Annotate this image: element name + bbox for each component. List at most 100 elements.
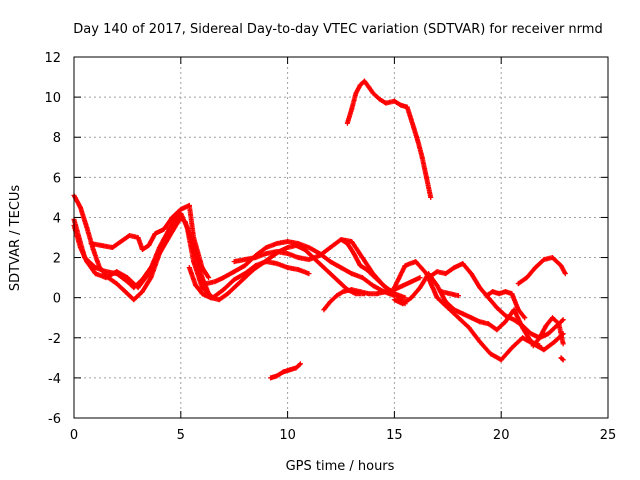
data-point (451, 307, 457, 313)
data-point (199, 275, 205, 281)
data-point (530, 343, 536, 349)
data-point (77, 204, 83, 210)
data-point (413, 259, 419, 265)
data-point (319, 263, 325, 269)
data-point (327, 245, 333, 251)
data-point (199, 291, 205, 297)
data-point (391, 297, 397, 303)
data-point (122, 289, 128, 295)
data-point (511, 307, 517, 313)
x-axis-label: GPS time / hours (286, 459, 395, 474)
data-point (259, 261, 265, 267)
data-point (552, 339, 558, 345)
data-point (496, 291, 502, 297)
y-tick-label: 0 (53, 292, 61, 307)
data-point (562, 271, 568, 277)
x-tick-label: 20 (493, 428, 510, 443)
data-point (477, 319, 483, 325)
data-point (370, 273, 376, 279)
data-point (545, 331, 551, 337)
x-tick-label: 15 (386, 428, 403, 443)
data-point (135, 235, 141, 240)
data-point (391, 291, 397, 297)
data-point (349, 106, 355, 112)
data-point (295, 241, 301, 247)
data-point (415, 138, 421, 144)
data-point (127, 232, 133, 238)
data-point (560, 341, 566, 347)
data-point (426, 275, 432, 281)
data-point (216, 297, 222, 303)
data-point (502, 319, 508, 325)
data-point (231, 259, 237, 265)
data-point (88, 241, 94, 247)
data-point (131, 285, 137, 291)
data-point (366, 291, 372, 297)
data-point (549, 315, 555, 321)
data-point (451, 265, 457, 271)
y-axis-label: SDTVAR / TECUs (8, 185, 23, 292)
data-point (560, 317, 566, 323)
data-point (402, 295, 408, 301)
data-point (178, 206, 184, 212)
data-point (338, 237, 344, 243)
chart-title: Day 140 of 2017, Sidereal Day-to-day VTE… (73, 22, 602, 37)
data-point (221, 275, 227, 281)
data-point (502, 313, 508, 319)
data-point (186, 202, 192, 208)
data-point (139, 289, 145, 295)
data-point (515, 307, 521, 313)
data-point (321, 307, 327, 313)
data-point (443, 271, 449, 277)
data-point (509, 345, 515, 351)
data-point (400, 283, 406, 289)
data-point (383, 285, 389, 291)
data-point (268, 255, 274, 261)
data-point (434, 295, 440, 301)
data-point (488, 351, 494, 357)
data-point (477, 285, 483, 291)
series-sat-n (438, 289, 461, 299)
series-sat-r (268, 361, 303, 381)
data-point (212, 279, 218, 285)
data-point (231, 269, 237, 275)
data-point (400, 301, 406, 307)
data-point (336, 279, 342, 285)
data-point (447, 291, 453, 297)
data-point (490, 289, 496, 295)
data-point (417, 285, 423, 291)
series-sat-m (426, 261, 566, 341)
data-point (338, 265, 344, 271)
data-point (520, 323, 526, 329)
data-point (522, 315, 528, 321)
data-point (391, 285, 397, 291)
data-point (364, 267, 370, 273)
data-point (560, 357, 566, 363)
data-point (366, 84, 372, 90)
series-sat-l (391, 271, 543, 349)
data-point (327, 299, 333, 305)
data-point (357, 82, 363, 88)
series-sat-i (338, 237, 408, 307)
data-point (477, 339, 483, 345)
data-point (349, 271, 355, 277)
data-point (124, 279, 130, 285)
data-point (165, 230, 171, 236)
data-point (169, 214, 175, 220)
data-point (199, 265, 205, 271)
data-point (148, 275, 154, 281)
data-point (351, 251, 357, 257)
data-point (225, 291, 231, 297)
data-point (344, 241, 350, 247)
data-point (221, 287, 227, 293)
data-point (370, 90, 376, 96)
data-point (285, 251, 291, 257)
data-point (460, 261, 466, 267)
data-point (556, 321, 562, 327)
data-point (383, 100, 389, 106)
data-point (434, 283, 440, 289)
data-point (411, 124, 417, 130)
data-point (274, 241, 280, 247)
data-point (99, 243, 105, 249)
data-point (359, 255, 365, 261)
